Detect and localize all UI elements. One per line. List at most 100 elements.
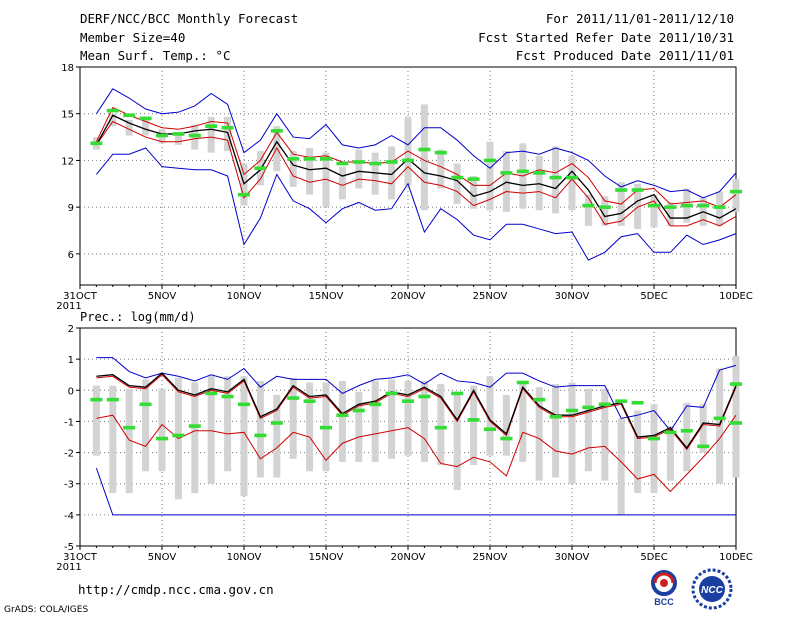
y-tick-label: -1 — [64, 417, 74, 428]
y-tick-label: -3 — [64, 480, 74, 491]
observation-marker — [648, 203, 660, 208]
ensemble-box — [338, 380, 346, 462]
ensemble-box — [666, 426, 674, 481]
ensemble-box — [699, 404, 707, 453]
observation-marker — [697, 444, 710, 449]
observation-marker — [303, 157, 316, 161]
ncc-logo-text: NCC — [701, 585, 723, 596]
ensemble-box — [158, 388, 166, 472]
ensemble-box — [306, 147, 314, 195]
observation-marker — [188, 133, 201, 138]
ensemble-box — [289, 151, 297, 187]
observation-marker — [598, 205, 611, 209]
observation-marker — [106, 108, 119, 113]
ensemble-box — [256, 380, 264, 478]
y-tick-label: 9 — [68, 203, 74, 214]
observation-marker — [336, 161, 349, 166]
ensemble-box — [142, 118, 150, 136]
ensemble-box — [453, 394, 461, 490]
ensemble-box — [191, 382, 199, 494]
y-tick-label: 0 — [68, 386, 74, 397]
bcc-logo-text: BCC — [654, 597, 674, 607]
series-line-upper — [95, 106, 737, 208]
x-tick-label: 5DEC — [640, 291, 667, 302]
observation-marker — [566, 408, 578, 413]
series-line-min — [95, 467, 736, 516]
observation-marker — [451, 175, 464, 180]
source-url[interactable]: http://cmdp.ncc.cma.gov.cn — [78, 582, 274, 597]
ensemble-box — [666, 202, 674, 226]
observation-marker — [533, 171, 546, 175]
series-line-min — [96, 147, 737, 261]
observation-marker — [369, 161, 382, 166]
series-line-mean — [96, 372, 737, 449]
observation-marker — [467, 177, 480, 181]
ensemble-box — [634, 183, 642, 229]
observation-marker — [615, 188, 628, 192]
observation-marker — [713, 205, 726, 209]
observation-marker — [156, 436, 168, 441]
observation-marker — [385, 160, 398, 164]
y-tick-label: -4 — [64, 511, 74, 522]
bcc-logo: BCC — [651, 570, 677, 607]
ensemble-box — [371, 152, 379, 195]
ensemble-box — [388, 379, 396, 459]
ensemble-box — [502, 151, 510, 212]
observation-marker — [664, 430, 677, 435]
observation-marker — [680, 428, 693, 433]
observation-marker — [270, 421, 283, 425]
series-line-lower — [95, 120, 737, 227]
x-tick-label: 5NOV — [148, 291, 177, 302]
observation-marker — [238, 192, 250, 197]
observation-marker — [254, 166, 267, 171]
ensemble-box — [650, 194, 658, 228]
ensemble-box — [109, 113, 117, 127]
observation-marker — [730, 421, 742, 425]
forecast-period: For 2011/11/01-2011/12/10 — [545, 11, 734, 26]
series-line-lower — [96, 414, 737, 493]
ensemble-box — [683, 402, 691, 472]
y-tick-label: 18 — [61, 63, 74, 74]
x-tick-label: 20NOV — [391, 552, 426, 563]
observation-marker — [418, 394, 431, 399]
y-tick-label: 12 — [61, 156, 74, 167]
ensemble-box — [437, 149, 445, 189]
observation-marker — [336, 413, 349, 417]
ensemble-box — [732, 356, 740, 478]
observation-marker — [123, 425, 136, 430]
observation-marker — [730, 189, 742, 194]
fcst-started-date: Fcst Started Refer Date 2011/10/31 — [478, 30, 734, 45]
observation-marker — [139, 402, 152, 407]
observation-marker — [434, 150, 447, 155]
ensemble-box — [273, 394, 281, 478]
ensemble-box — [338, 166, 346, 200]
observation-marker — [156, 133, 168, 138]
y-tick-label: -5 — [64, 542, 74, 553]
y-tick-label: 2 — [68, 324, 74, 335]
observation-marker — [566, 175, 578, 180]
observation-marker — [418, 147, 431, 152]
observation-marker — [549, 414, 562, 419]
fcst-produced-date: Fcst Produced Date 2011/11/01 — [515, 48, 734, 63]
observation-marker — [664, 205, 677, 209]
ensemble-box — [584, 388, 592, 472]
observation-marker — [598, 402, 611, 407]
x-tick-label: 25NOV — [473, 291, 508, 302]
ensemble-box — [535, 387, 543, 481]
ensemble-box — [470, 385, 478, 466]
x-tick-label: 10DEC — [719, 291, 753, 302]
series-line-max — [95, 88, 737, 199]
ensemble-box — [568, 155, 576, 211]
x-tick-label: 20NOV — [391, 291, 426, 302]
observation-marker — [484, 158, 496, 163]
observation-marker — [287, 157, 300, 161]
observation-marker — [123, 113, 136, 118]
grads-credit: GrADS: COLA/IGES — [4, 605, 89, 615]
ensemble-box — [92, 385, 100, 456]
observation-marker — [484, 427, 496, 432]
observation-marker — [582, 405, 595, 410]
x-tick-label: 5DEC — [640, 552, 667, 563]
ensemble-box — [486, 376, 494, 456]
